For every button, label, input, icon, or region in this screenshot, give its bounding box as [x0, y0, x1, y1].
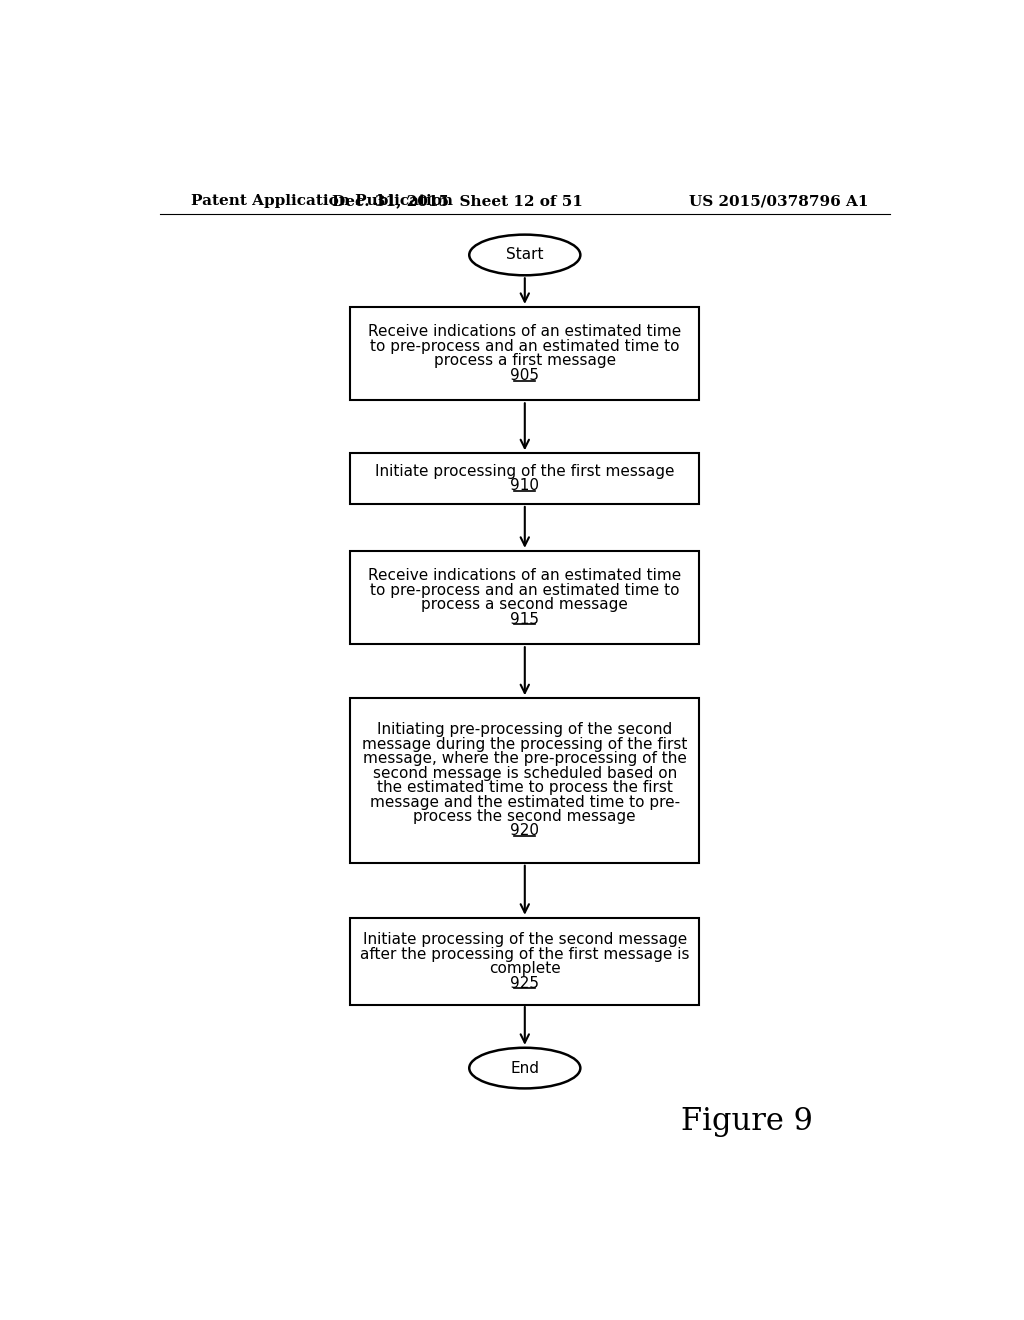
- Text: 920: 920: [510, 824, 540, 838]
- Text: message during the processing of the first: message during the processing of the fir…: [362, 737, 687, 752]
- Text: to pre-process and an estimated time to: to pre-process and an estimated time to: [370, 582, 680, 598]
- Text: process the second message: process the second message: [414, 809, 636, 824]
- Bar: [350, 550, 699, 644]
- Text: 910: 910: [510, 478, 540, 494]
- Text: after the processing of the first message is: after the processing of the first messag…: [360, 946, 689, 962]
- Text: US 2015/0378796 A1: US 2015/0378796 A1: [689, 194, 868, 209]
- Bar: [350, 306, 699, 400]
- Text: Initiate processing of the second message: Initiate processing of the second messag…: [362, 932, 687, 948]
- Text: Receive indications of an estimated time: Receive indications of an estimated time: [369, 325, 681, 339]
- Text: message, where the pre-processing of the: message, where the pre-processing of the: [362, 751, 687, 767]
- Bar: [350, 919, 699, 1005]
- Text: 915: 915: [510, 611, 540, 627]
- Text: Start: Start: [506, 247, 544, 263]
- Text: Initiate processing of the first message: Initiate processing of the first message: [375, 463, 675, 479]
- Text: End: End: [510, 1060, 540, 1076]
- Bar: [350, 453, 699, 504]
- Text: 925: 925: [510, 975, 540, 990]
- Text: message and the estimated time to pre-: message and the estimated time to pre-: [370, 795, 680, 809]
- Text: Receive indications of an estimated time: Receive indications of an estimated time: [369, 569, 681, 583]
- Text: Initiating pre-processing of the second: Initiating pre-processing of the second: [377, 722, 673, 738]
- Text: to pre-process and an estimated time to: to pre-process and an estimated time to: [370, 339, 680, 354]
- Text: complete: complete: [488, 961, 561, 975]
- Text: process a first message: process a first message: [434, 354, 615, 368]
- Bar: [350, 698, 699, 863]
- Text: Patent Application Publication: Patent Application Publication: [191, 194, 454, 209]
- Text: Figure 9: Figure 9: [681, 1106, 813, 1138]
- Text: Dec. 31, 2015  Sheet 12 of 51: Dec. 31, 2015 Sheet 12 of 51: [332, 194, 583, 209]
- Ellipse shape: [469, 1048, 581, 1089]
- Ellipse shape: [469, 235, 581, 276]
- Text: the estimated time to process the first: the estimated time to process the first: [377, 780, 673, 795]
- Text: process a second message: process a second message: [421, 597, 629, 612]
- Text: second message is scheduled based on: second message is scheduled based on: [373, 766, 677, 780]
- Text: 905: 905: [510, 368, 540, 383]
